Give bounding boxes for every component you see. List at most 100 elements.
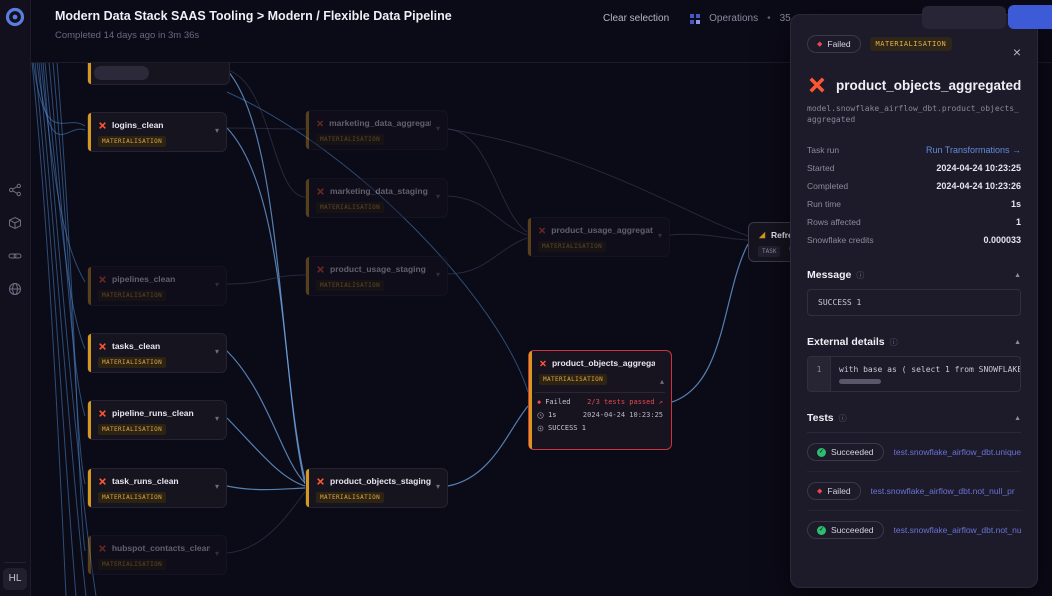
cube-icon[interactable]: [8, 216, 22, 230]
collapse-icon[interactable]: ▲: [1014, 271, 1021, 279]
dbt-icon: [99, 275, 106, 283]
node-accent-bar: [306, 257, 309, 295]
node-type-badge: MATERIALISATION: [98, 424, 167, 435]
graph-node-marketing-data-staging[interactable]: marketing_data_staging MATERIALISATION ▾: [305, 178, 448, 218]
chevron-down-icon[interactable]: ▾: [435, 482, 440, 491]
app-logo-icon[interactable]: [5, 7, 25, 27]
test-status-badge: ◆ Failed: [807, 482, 861, 500]
detail-label: Snowflake credits: [807, 235, 874, 245]
detail-value: 2024-04-24 10:23:26: [936, 181, 1021, 191]
lineage-graph-icon[interactable]: [8, 183, 22, 197]
clear-selection-button[interactable]: Clear selection: [603, 13, 670, 24]
node-name: product_objects_aggregated: [551, 358, 655, 368]
page-title: Modern Data Stack SAAS Tooling > Modern …: [55, 9, 452, 23]
header-secondary-button[interactable]: [922, 6, 1006, 29]
node-type-badge: MATERIALISATION: [98, 559, 167, 570]
graph-node-product-objects-aggregated-selected[interactable]: product_objects_aggregated ▴ MATERIALISA…: [528, 350, 672, 450]
operations-count: 35: [779, 13, 791, 24]
test-status-label: Failed: [827, 486, 851, 496]
node-name: product_usage_staging: [330, 264, 426, 274]
node-accent-bar: [306, 469, 309, 507]
info-icon: ⓘ: [838, 413, 847, 423]
test-row: ✓ Succeeded test.snowflake_airflow_dbt.n…: [807, 511, 1021, 549]
sidebar-divider: [4, 562, 26, 563]
node-placeholder-pill: [94, 66, 149, 80]
graph-node-product-usage-aggregated[interactable]: product_usage_aggregated MATERIALISATION…: [527, 217, 670, 257]
collapse-icon[interactable]: ▲: [1014, 338, 1021, 346]
chevron-down-icon[interactable]: ▾: [435, 270, 440, 279]
graph-node-marketing-data-aggregated[interactable]: marketing_data_aggregated MATERIALISATIO…: [305, 110, 448, 150]
globe-icon[interactable]: [8, 282, 22, 296]
node-name: marketing_data_aggregated: [329, 118, 431, 128]
graph-node-product-objects-staging[interactable]: product_objects_staging MATERIALISATION …: [305, 468, 448, 508]
node-accent-bar: [529, 351, 532, 449]
node-accent-bar: [306, 179, 309, 217]
graph-node-product-usage-staging[interactable]: product_usage_staging MATERIALISATION ▾: [305, 256, 448, 296]
horizontal-scrollbar[interactable]: [839, 379, 881, 384]
node-divider: [535, 392, 665, 393]
test-link[interactable]: test.snowflake_airflow_dbt.not_null_pr: [870, 486, 1015, 496]
node-accent-bar: [88, 401, 91, 439]
detail-label: Run time: [807, 199, 842, 209]
node-name: task_runs_clean: [112, 476, 179, 486]
failed-diamond-icon: ◆: [817, 40, 823, 48]
graph-node-pipelines-clean[interactable]: pipelines_clean MATERIALISATION ▾: [87, 266, 227, 306]
chevron-down-icon[interactable]: ▾: [214, 126, 219, 135]
node-accent-bar: [88, 469, 91, 507]
chevron-down-icon[interactable]: ▾: [214, 549, 219, 558]
node-type-badge: MATERIALISATION: [98, 136, 167, 147]
node-accent-bar: [88, 113, 91, 151]
chevron-down-icon[interactable]: ▾: [657, 231, 662, 240]
dbt-icon: [99, 121, 106, 129]
model-path: model.snowflake_airflow_dbt.product_obje…: [807, 104, 1019, 124]
node-name: Refre: [771, 230, 793, 240]
external-code-block: 1 with base as ( select 1 from SNOWFLAKE: [807, 356, 1021, 392]
node-accent-bar: [306, 111, 309, 149]
detail-label: Rows affected: [807, 217, 861, 227]
test-link[interactable]: test.snowflake_airflow_dbt.not_null_pr: [893, 525, 1021, 535]
test-row: ◆ Failed test.snowflake_airflow_dbt.not_…: [807, 472, 1021, 511]
panel-title: product_objects_aggregated: [835, 77, 1021, 93]
detail-label: Task run: [807, 145, 840, 155]
operations-label: Operations: [709, 13, 759, 24]
node-message: SUCCESS 1: [548, 424, 586, 432]
left-sidebar: HL: [0, 0, 31, 596]
node-type-badge: MATERIALISATION: [98, 290, 167, 301]
node-name: pipeline_runs_clean: [112, 408, 194, 418]
detail-value: 2024-04-24 10:23:25: [936, 163, 1021, 173]
graph-node-task-runs-clean[interactable]: task_runs_clean MATERIALISATION ▾: [87, 468, 227, 508]
status-badge-label: Failed: [827, 39, 851, 49]
graph-node-hubspot-contacts-clean[interactable]: hubspot_contacts_clean MATERIALISATION ▾: [87, 535, 227, 575]
chevron-down-icon[interactable]: ▾: [435, 192, 440, 201]
node-name: hubspot_contacts_clean: [111, 543, 210, 553]
chevron-down-icon[interactable]: ▾: [214, 347, 219, 356]
succeeded-check-icon: ✓: [817, 447, 826, 457]
dbt-icon: [317, 477, 324, 485]
node-name: marketing_data_staging: [330, 186, 428, 196]
user-avatar[interactable]: HL: [3, 568, 27, 590]
dbt-icon: [809, 77, 825, 93]
node-accent-bar: [88, 267, 91, 305]
chevron-down-icon[interactable]: ▾: [435, 124, 440, 133]
collapse-icon[interactable]: ▲: [1014, 414, 1021, 422]
chevron-up-icon[interactable]: ▴: [659, 377, 664, 386]
graph-node-pipeline-runs-clean[interactable]: pipeline_runs_clean MATERIALISATION ▾: [87, 400, 227, 440]
task-run-link[interactable]: Run Transformations →: [925, 145, 1021, 155]
message-section-title: Message: [807, 269, 852, 281]
chevron-down-icon[interactable]: ▾: [214, 482, 219, 491]
code-line: with base as ( select 1 from SNOWFLAKE: [839, 365, 1020, 374]
header-primary-button[interactable]: [1008, 5, 1052, 29]
graph-node-tasks-clean[interactable]: tasks_clean MATERIALISATION ▾: [87, 333, 227, 373]
dbt-icon: [317, 119, 324, 127]
node-accent-bar: [88, 536, 91, 574]
node-type-badge: MATERIALISATION: [316, 134, 385, 145]
chevron-down-icon[interactable]: ▾: [214, 280, 219, 289]
detail-value: 0.000033: [983, 235, 1021, 245]
close-icon[interactable]: ×: [1012, 44, 1021, 60]
test-link[interactable]: test.snowflake_airflow_dbt.unique_pro: [893, 447, 1021, 457]
link-icon[interactable]: [8, 249, 22, 263]
tests-summary-link[interactable]: 2/3 tests passed ↗: [587, 398, 663, 406]
graph-node-logins-clean[interactable]: logins_clean MATERIALISATION ▾: [87, 112, 227, 152]
detail-value: 1s: [1010, 199, 1021, 209]
chevron-down-icon[interactable]: ▾: [214, 414, 219, 423]
